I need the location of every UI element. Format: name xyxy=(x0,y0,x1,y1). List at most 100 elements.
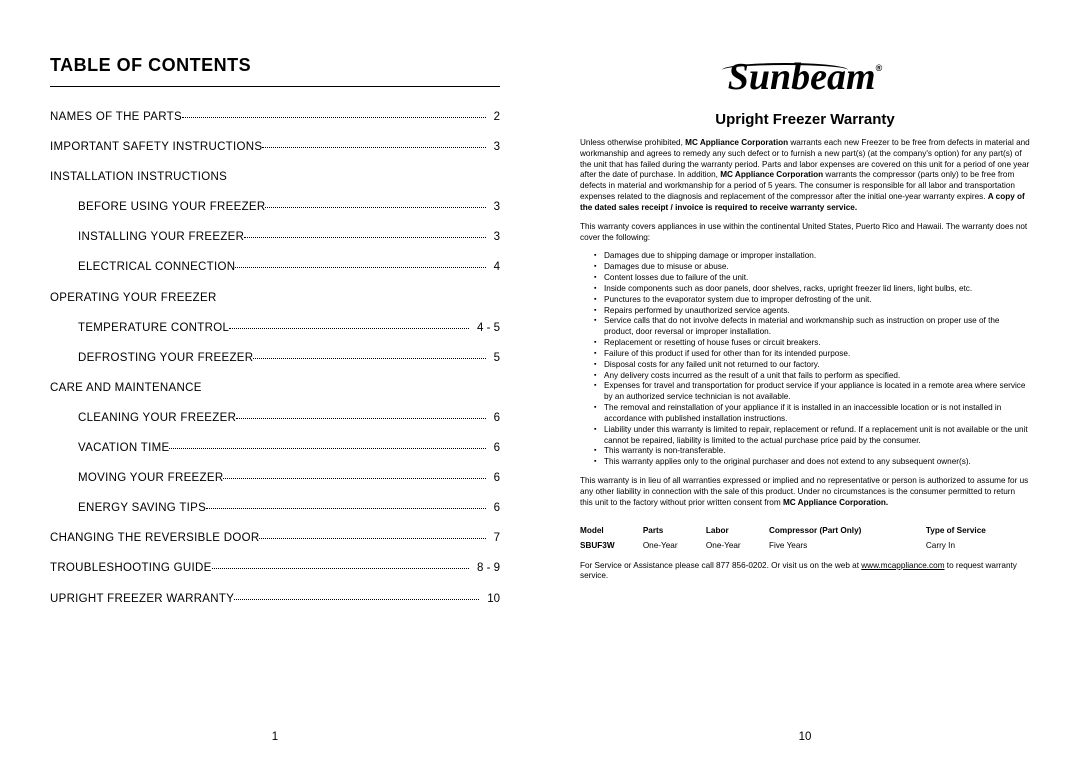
exclusion-item: Damages due to shipping damage or improp… xyxy=(594,251,1030,262)
table-header-cell: Labor xyxy=(706,523,769,538)
table-cell: One-Year xyxy=(706,538,769,553)
table-of-contents: NAMES OF THE PARTS 2 IMPORTANT SAFETY INST… xyxy=(50,109,500,621)
toc-leader xyxy=(236,418,485,419)
toc-page: 3 xyxy=(488,139,500,155)
page-10: Sunbeam® Upright Freezer Warranty Unless… xyxy=(540,35,1060,753)
table-header-cell: Type of Service xyxy=(926,523,1030,538)
toc-label: CLEANING YOUR FREEZER xyxy=(78,410,236,426)
toc-leader xyxy=(262,147,485,148)
toc-label: CARE AND MAINTENANCE xyxy=(50,380,202,396)
toc-label: MOVING YOUR FREEZER xyxy=(78,470,223,486)
page-number-left: 1 xyxy=(50,711,500,743)
toc-label: ELECTRICAL CONNECTION xyxy=(78,259,235,275)
toc-page: 3 xyxy=(488,229,500,245)
table-cell: One-Year xyxy=(643,538,706,553)
toc-leader xyxy=(244,237,485,238)
service-link[interactable]: www.mcappliance.com xyxy=(861,561,944,570)
toc-leader xyxy=(229,328,469,329)
toc-label: INSTALLING YOUR FREEZER xyxy=(78,229,244,245)
toc-page: 3 xyxy=(488,199,500,215)
toc-page: 6 xyxy=(488,500,500,516)
toc-row: CARE AND MAINTENANCE xyxy=(50,380,500,396)
exclusion-item: Inside components such as door panels, d… xyxy=(594,284,1030,295)
toc-row: UPRIGHT FREEZER WARRANTY 10 xyxy=(50,591,500,607)
table-cell: Five Years xyxy=(769,538,926,553)
toc-leader xyxy=(223,478,485,479)
toc-page: 10 xyxy=(481,591,500,607)
exclusion-item: Service calls that do not involve defect… xyxy=(594,316,1030,338)
toc-leader xyxy=(182,117,486,118)
table-header-cell: Compressor (Part Only) xyxy=(769,523,926,538)
exclusion-item: Any delivery costs incurred as the resul… xyxy=(594,371,1030,382)
toc-page: 6 xyxy=(488,440,500,456)
toc-row: INSTALLATION INSTRUCTIONS xyxy=(50,169,500,185)
exclusion-item: Expenses for travel and transportation f… xyxy=(594,381,1030,403)
exclusion-item: Punctures to the evaporator system due t… xyxy=(594,295,1030,306)
exclusion-item: Replacement or resetting of house fuses … xyxy=(594,338,1030,349)
toc-leader xyxy=(206,508,485,509)
warranty-para-1: Unless otherwise prohibited, MC Applianc… xyxy=(580,138,1030,214)
toc-row: OPERATING YOUR FREEZER xyxy=(50,290,500,306)
toc-row: DEFROSTING YOUR FREEZER 5 xyxy=(50,350,500,366)
toc-label: VACATION TIME xyxy=(78,440,169,456)
table-cell: Carry In xyxy=(926,538,1030,553)
exclusion-item: Disposal costs for any failed unit not r… xyxy=(594,360,1030,371)
toc-page: 2 xyxy=(488,109,500,125)
brand-name: Sunbeam® xyxy=(728,55,882,99)
warranty-para-3: This warranty is in lieu of all warranti… xyxy=(580,476,1030,508)
toc-page: 6 xyxy=(488,410,500,426)
warranty-para-2: This warranty covers appliances in use w… xyxy=(580,222,1030,244)
toc-row: VACATION TIME 6 xyxy=(50,440,500,456)
toc-label: TROUBLESHOOTING GUIDE xyxy=(50,560,212,576)
toc-label: TEMPERATURE CONTROL xyxy=(78,320,229,336)
toc-leader xyxy=(265,207,485,208)
toc-label: ENERGY SAVING TIPS xyxy=(78,500,206,516)
toc-leader xyxy=(212,568,469,569)
table-cell: SBUF3W xyxy=(580,538,643,553)
toc-row: TEMPERATURE CONTROL4 - 5 xyxy=(50,320,500,336)
toc-row: IMPORTANT SAFETY INSTRUCTIONS 3 xyxy=(50,139,500,155)
warranty-table: ModelPartsLaborCompressor (Part Only)Typ… xyxy=(580,523,1030,553)
toc-label: CHANGING THE REVERSIBLE DOOR xyxy=(50,530,259,546)
toc-label: UPRIGHT FREEZER WARRANTY xyxy=(50,591,234,607)
exclusion-item: This warranty applies only to the origin… xyxy=(594,457,1030,468)
toc-label: OPERATING YOUR FREEZER xyxy=(50,290,217,306)
toc-label: BEFORE USING YOUR FREEZER xyxy=(78,199,265,215)
exclusion-item: This warranty is non-transferable. xyxy=(594,446,1030,457)
warranty-title: Upright Freezer Warranty xyxy=(580,111,1030,128)
toc-row: BEFORE USING YOUR FREEZER 3 xyxy=(50,199,500,215)
toc-row: MOVING YOUR FREEZER6 xyxy=(50,470,500,486)
toc-row: INSTALLING YOUR FREEZER 3 xyxy=(50,229,500,245)
exclusion-item: Damages due to misuse or abuse. xyxy=(594,262,1030,273)
toc-label: DEFROSTING YOUR FREEZER xyxy=(78,350,253,366)
toc-leader xyxy=(259,538,485,539)
page-number-right: 10 xyxy=(580,711,1030,743)
toc-page: 7 xyxy=(488,530,500,546)
toc-row: CHANGING THE REVERSIBLE DOOR 7 xyxy=(50,530,500,546)
toc-leader xyxy=(235,267,485,268)
toc-label: IMPORTANT SAFETY INSTRUCTIONS xyxy=(50,139,262,155)
toc-row: ELECTRICAL CONNECTION4 xyxy=(50,259,500,275)
exclusion-list: Damages due to shipping damage or improp… xyxy=(580,251,1030,468)
registered-mark: ® xyxy=(876,63,883,73)
exclusion-item: Repairs performed by unauthorized servic… xyxy=(594,306,1030,317)
toc-label: INSTALLATION INSTRUCTIONS xyxy=(50,169,227,185)
title-rule xyxy=(50,86,500,87)
toc-row: TROUBLESHOOTING GUIDE8 - 9 xyxy=(50,560,500,576)
exclusion-item: The removal and reinstallation of your a… xyxy=(594,403,1030,425)
toc-title: TABLE OF CONTENTS xyxy=(50,55,500,76)
toc-leader xyxy=(169,448,485,449)
toc-leader xyxy=(253,358,485,359)
toc-row: ENERGY SAVING TIPS 6 xyxy=(50,500,500,516)
toc-page: 5 xyxy=(488,350,500,366)
brand-logo: Sunbeam® xyxy=(580,55,1030,99)
toc-row: NAMES OF THE PARTS 2 xyxy=(50,109,500,125)
table-data-row: SBUF3WOne-YearOne-YearFive YearsCarry In xyxy=(580,538,1030,553)
exclusion-item: Content losses due to failure of the uni… xyxy=(594,273,1030,284)
service-info: For Service or Assistance please call 87… xyxy=(580,561,1030,583)
toc-label: NAMES OF THE PARTS xyxy=(50,109,182,125)
exclusion-item: Failure of this product if used for othe… xyxy=(594,349,1030,360)
table-header-cell: Parts xyxy=(643,523,706,538)
toc-leader xyxy=(234,599,479,600)
toc-row: CLEANING YOUR FREEZER 6 xyxy=(50,410,500,426)
